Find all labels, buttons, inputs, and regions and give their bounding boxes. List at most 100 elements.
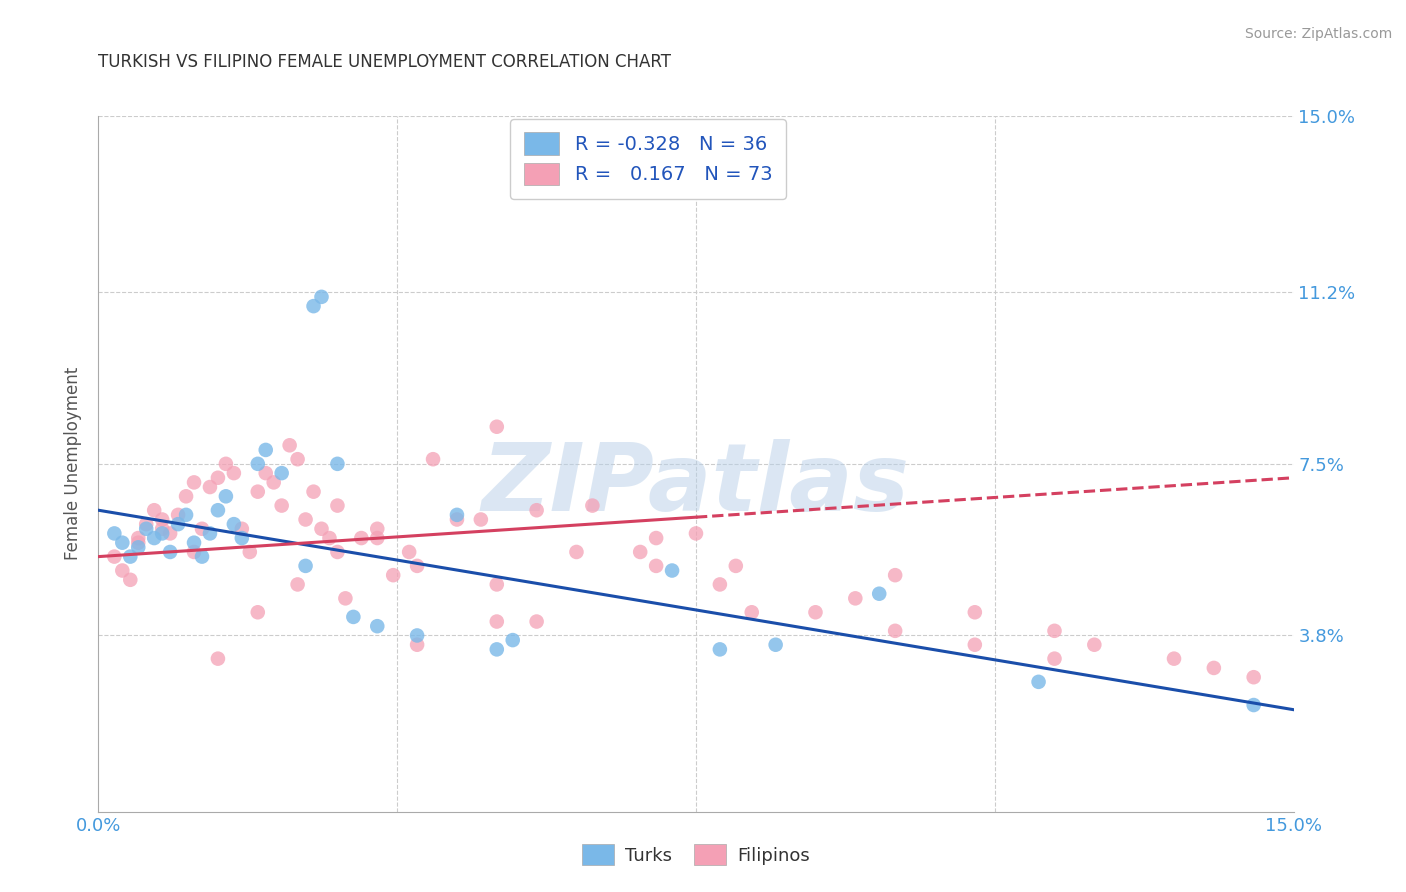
Point [150,522,173,536]
Point [127,531,149,545]
Point [318,531,340,545]
Point [103,549,125,564]
Y-axis label: Female Unemployment: Female Unemployment [65,368,83,560]
Point [526,503,548,517]
Point [565,545,588,559]
Point [366,531,388,545]
Point [222,517,245,532]
Point [302,484,325,499]
Point [254,442,277,457]
Point [485,642,508,657]
Point [174,489,197,503]
Point [326,499,349,513]
Point [167,517,190,532]
Point [485,419,508,434]
Point [278,438,301,452]
Point [1163,651,1185,665]
Point [246,605,269,619]
Point [127,535,149,549]
Point [765,638,787,652]
Point [174,508,197,522]
Point [326,545,349,559]
Point [1028,674,1050,689]
Point [183,535,205,549]
Point [111,564,134,578]
Point [287,452,309,467]
Point [231,522,253,536]
Point [270,466,292,480]
Point [963,605,986,619]
Point [645,531,668,545]
Point [254,466,277,480]
Point [398,545,420,559]
Point [526,615,548,629]
Point [103,526,125,541]
Point [150,512,173,526]
Point [143,503,166,517]
Point [183,545,205,559]
Point [207,471,229,485]
Point [1202,661,1225,675]
Point [709,577,731,591]
Point [366,619,388,633]
Point [645,558,668,573]
Point [804,605,827,619]
Point [143,531,166,545]
Point [502,633,524,648]
Point [191,522,214,536]
Point [120,549,142,564]
Point [263,475,285,490]
Point [485,577,508,591]
Point [294,512,316,526]
Point [311,522,333,536]
Point [198,480,221,494]
Point [485,615,508,629]
Point [135,517,157,532]
Point [1083,638,1105,652]
Point [709,642,731,657]
Point [287,577,309,591]
Point [350,531,373,545]
Point [311,290,333,304]
Legend: Turks, Filipinos: Turks, Filipinos [575,837,817,872]
Point [111,535,134,549]
Point [167,508,190,522]
Point [661,564,683,578]
Point [239,545,262,559]
Point [120,573,142,587]
Point [246,457,269,471]
Point [215,457,238,471]
Point [150,526,173,541]
Point [222,466,245,480]
Point [183,475,205,490]
Point [884,624,907,638]
Point [446,512,468,526]
Point [302,299,325,313]
Point [446,508,468,522]
Point [963,638,986,652]
Point [294,558,316,573]
Point [868,587,890,601]
Point [382,568,405,582]
Point [406,558,429,573]
Point [366,522,388,536]
Point [335,591,357,606]
Point [741,605,763,619]
Point [581,499,603,513]
Point [231,531,253,545]
Point [422,452,444,467]
Point [207,503,229,517]
Point [246,484,269,499]
Point [191,549,214,564]
Point [207,651,229,665]
Point [326,457,349,471]
Point [1243,670,1265,684]
Point [685,526,707,541]
Point [159,545,181,559]
Point [135,522,157,536]
Point [628,545,651,559]
Text: TURKISH VS FILIPINO FEMALE UNEMPLOYMENT CORRELATION CHART: TURKISH VS FILIPINO FEMALE UNEMPLOYMENT … [98,54,672,71]
Point [1043,651,1066,665]
Point [724,558,747,573]
Point [159,526,181,541]
